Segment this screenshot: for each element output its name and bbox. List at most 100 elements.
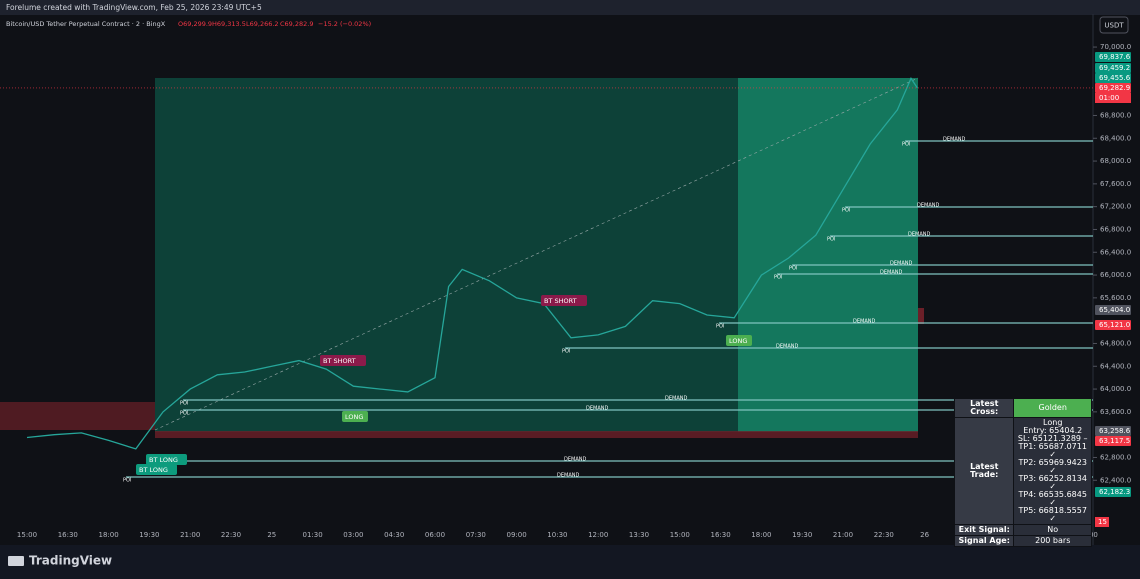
row-value: No [1013,524,1092,536]
table-row: Exit Signal: No [953,524,1092,536]
y-tick-label: 65,600.0 [1100,294,1131,302]
y-tick-label: 70,000.0 [1100,43,1131,51]
price-badge [1095,73,1131,83]
legend-text: O69,299.9 [178,20,212,28]
stop-band [155,431,918,438]
row-label: Latest Cross: [953,398,1015,418]
poi-label: POI [123,478,131,484]
demand-label: DEMAND [776,344,798,350]
x-tick-label: 13:30 [629,531,649,539]
demand-label: DEMAND [853,319,875,325]
x-tick-label: 07:30 [466,531,486,539]
x-tick-label: 15:00 [17,531,37,539]
countdown: 01:00 [1099,94,1119,102]
price-badge-label: 62,182.3 [1099,488,1130,496]
x-tick-label: 01:30 [303,531,323,539]
price-badge-label: 63,117.5 [1099,437,1130,445]
footer-brand: TradingView [29,554,112,568]
y-tick-label: 66,400.0 [1100,248,1131,256]
demand-label: DEMAND [943,137,965,143]
value-line: SL: 65121.3289 – [1017,434,1088,443]
demand-label: DEMAND [890,261,912,267]
stop-band-tail [918,308,924,324]
x-tick-label: 03:00 [343,531,363,539]
poi-label: POI [716,324,724,330]
x-tick-label: 22:30 [221,531,241,539]
poi-label: POI [902,142,910,148]
price-badge-label: 65,121.0 [1099,321,1130,329]
price-badge [1095,305,1131,315]
demand-label: DEMAND [586,406,608,412]
price-badge [1095,426,1131,436]
demand-label: DEMAND [557,473,579,479]
price-badge-label: 69,459.2 [1099,64,1130,72]
signal-badge [320,355,366,366]
value-line: 200 bars [1035,536,1071,545]
signal-table: Latest Cross: Golden Latest Trade: Long Entr… [953,398,1092,547]
logo [8,556,24,566]
signal-badge [136,464,177,475]
poi-label: POI [180,411,188,417]
row-value: Golden [1013,398,1092,418]
signal-label: LONG [729,337,747,345]
y-tick-label: 68,400.0 [1100,134,1131,142]
legend-text: −15.2 (−0.02%) [318,20,371,28]
poi-label: POI [180,401,188,407]
legend-text: L69,266.2 [246,20,279,28]
y-tick-label: 62,800.0 [1100,453,1131,461]
value-line: TP4: 66535.6845 ✓ [1018,490,1087,507]
x-tick-label: 12:00 [588,531,608,539]
table-row: Signal Age: 200 bars [953,535,1092,547]
x-tick-label: 04:30 [384,531,404,539]
signal-label: LONG [345,413,363,421]
price-badge [1095,63,1131,73]
signal-label: BT LONG [149,456,178,464]
footer-bar [0,545,1140,579]
countdown-badge [1095,93,1131,103]
price-badge-label: 63,258.6 [1099,427,1131,435]
demand-label: DEMAND [564,457,586,463]
row-value: Long Entry: 65404.2 SL: 65121.3289 – TP1: 6… [1013,417,1092,525]
y-tick-label: 67,600.0 [1100,180,1131,188]
price-line [26,77,918,450]
x-tick-label: 25 [267,531,276,539]
y-tick-label: 62,400.0 [1100,476,1131,484]
currency[interactable]: USDT [1104,22,1124,30]
price-badge [1095,436,1131,446]
x-tick-label: 21:00 [833,531,853,539]
value-line: TP1: 65687.0711 ✓ [1018,442,1087,459]
poi-label: POI [842,208,850,214]
demand-label: DEMAND [880,270,902,276]
poi-label: POI [789,266,797,272]
y-tick-label: 68,000.0 [1100,157,1131,165]
x-tick-label: 18:00 [99,531,119,539]
poi-label: POI [562,349,570,355]
currency-button[interactable] [1099,16,1129,34]
signal-badge [342,411,368,422]
value-line: Entry: 65404.2 [1023,426,1083,435]
price-badge [1095,320,1131,330]
y-tick-label: 63,600.0 [1100,408,1131,416]
demand-label: DEMAND [917,203,939,209]
signal-badge [146,454,187,465]
top-bar [0,0,1140,15]
x-tick-label: 06:00 [425,531,445,539]
value-line: No [1047,525,1059,534]
value-line: Golden [1038,403,1067,412]
x-tick-label: 22:30 [874,531,894,539]
price-badge-label: 69,455.6 [1099,74,1131,82]
signal-label: BT LONG [139,466,168,474]
value-line: Long [1043,418,1063,427]
signal-badge [541,295,587,306]
trend-line [154,77,919,431]
long-zone-recent [738,78,918,432]
poi-label: POI [827,237,835,243]
x-tick-label: 19:30 [792,531,812,539]
price-badge [1095,52,1131,62]
value-line: TP3: 66252.8134 ✓ [1018,474,1087,491]
ema-band [0,402,155,430]
x-tick-label: 19:30 [139,531,159,539]
row-value: 200 bars [1013,535,1092,547]
legend-text: Bitcoin/USD Tether Perpetual Contract · … [6,20,166,28]
